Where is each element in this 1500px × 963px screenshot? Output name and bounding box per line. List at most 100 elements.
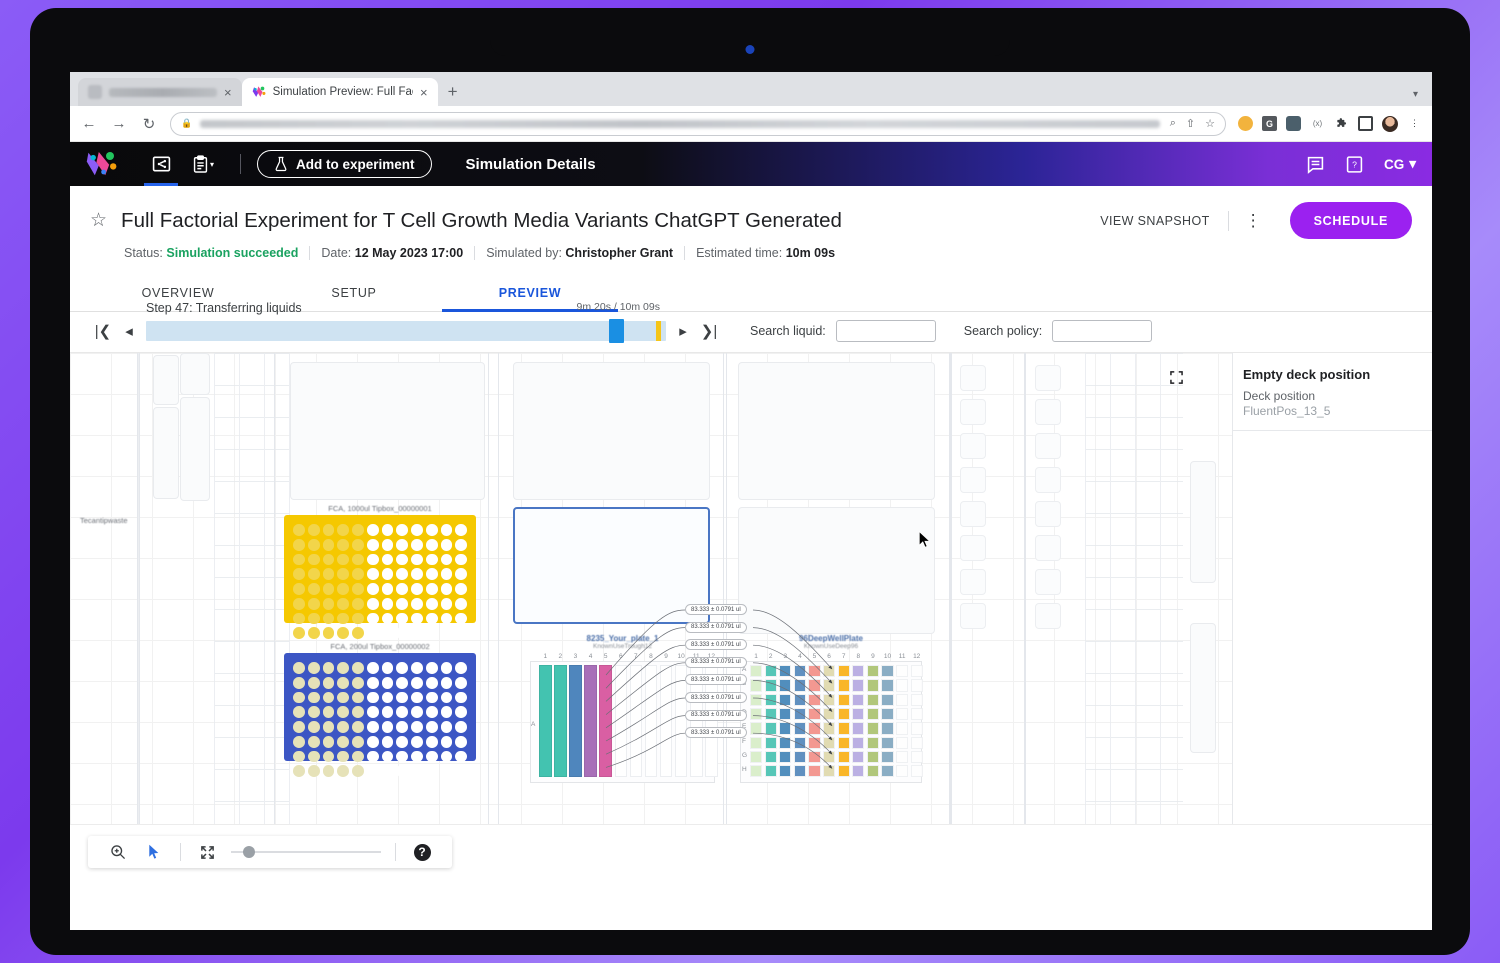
zoom-in-icon[interactable] bbox=[100, 836, 136, 868]
target-plate-well[interactable] bbox=[793, 665, 806, 678]
source-plate-trough-column[interactable] bbox=[659, 665, 673, 777]
browser-tab-2[interactable]: Simulation Preview: Full Factori × bbox=[241, 78, 438, 106]
target-plate-well[interactable] bbox=[764, 693, 777, 706]
deck-slot-tipbox-top[interactable] bbox=[290, 362, 485, 500]
target-plate-well[interactable] bbox=[823, 665, 836, 678]
target-plate-well[interactable] bbox=[852, 665, 865, 678]
transfer-volume-label[interactable]: 83.333 ± 0.0791 ul bbox=[685, 656, 747, 668]
source-plate-trough-column[interactable] bbox=[584, 665, 597, 777]
target-plate-well[interactable] bbox=[910, 665, 923, 678]
timeline-scrubber[interactable] bbox=[146, 319, 666, 343]
target-plate-well[interactable] bbox=[852, 679, 865, 692]
transfer-volume-label[interactable]: 83.333 ± 0.0791 ul bbox=[685, 604, 747, 615]
target-plate-well[interactable] bbox=[808, 736, 821, 749]
target-plate-well[interactable] bbox=[764, 665, 777, 678]
sidebar-icon[interactable] bbox=[1358, 116, 1373, 131]
target-plate-well[interactable] bbox=[881, 707, 894, 721]
browser-tab-1[interactable]: × bbox=[78, 78, 242, 106]
address-bar[interactable]: 🔒 ⌕ ⇧ ☆ bbox=[170, 111, 1226, 136]
tab-list-chevron-icon[interactable]: ▾ bbox=[1412, 89, 1418, 100]
deck-mini-slot[interactable] bbox=[1035, 501, 1061, 527]
target-plate-well[interactable] bbox=[896, 693, 909, 706]
zoom-slider-knob[interactable] bbox=[243, 846, 255, 858]
deck-mini-slot[interactable] bbox=[1035, 569, 1061, 595]
target-plate-well[interactable] bbox=[808, 750, 821, 764]
tab-overview[interactable]: OVERVIEW bbox=[141, 286, 215, 300]
deck-mini-slot[interactable] bbox=[1035, 433, 1061, 459]
deck-slot-left-c[interactable] bbox=[153, 407, 179, 499]
deck-mini-slot[interactable] bbox=[960, 501, 986, 527]
target-plate-well[interactable] bbox=[852, 693, 865, 706]
deck-mini-slot[interactable] bbox=[960, 467, 986, 493]
transfer-volume-label[interactable]: 83.333 ± 0.0791 ul bbox=[685, 621, 747, 633]
fit-screen-icon[interactable] bbox=[189, 836, 225, 868]
target-plate-well[interactable] bbox=[837, 693, 850, 706]
transfer-volume-label[interactable]: 83.333 ± 0.0791 ul bbox=[685, 674, 747, 686]
clipboard-nav-button[interactable]: ▾ bbox=[182, 142, 224, 186]
target-plate-well[interactable] bbox=[881, 693, 894, 706]
transfer-volume-label[interactable]: 83.333 ± 0.0791 ul bbox=[685, 692, 747, 703]
target-plate-well[interactable] bbox=[881, 736, 894, 749]
target-plate-well[interactable] bbox=[750, 707, 763, 721]
add-to-experiment-button[interactable]: Add to experiment bbox=[257, 150, 432, 178]
timeline-playhead[interactable] bbox=[608, 319, 624, 343]
teal-ext-icon[interactable] bbox=[1286, 116, 1301, 131]
tab-preview[interactable]: PREVIEW bbox=[442, 274, 618, 312]
target-plate-well[interactable] bbox=[852, 765, 865, 778]
deck-mini-slot[interactable] bbox=[1035, 603, 1061, 629]
deck-slot-left-d[interactable] bbox=[180, 397, 210, 501]
profile-avatar[interactable] bbox=[1382, 115, 1398, 132]
target-plate-well[interactable] bbox=[866, 665, 879, 678]
target-plate-well[interactable] bbox=[808, 665, 821, 678]
target-plate-well[interactable] bbox=[764, 736, 777, 749]
expand-corners-icon[interactable] bbox=[1170, 371, 1183, 384]
deck-mini-slot[interactable] bbox=[1035, 365, 1061, 391]
target-plate-well[interactable] bbox=[764, 722, 777, 735]
source-plate-trough-column[interactable] bbox=[569, 665, 582, 777]
deck-mini-slot[interactable] bbox=[960, 535, 986, 561]
target-plate-well[interactable] bbox=[896, 679, 909, 692]
target-plate-well[interactable] bbox=[779, 707, 792, 721]
puzzle-icon[interactable] bbox=[1334, 116, 1349, 131]
target-plate-well[interactable] bbox=[896, 765, 909, 778]
target-plate-well[interactable] bbox=[910, 693, 923, 706]
target-plate-well[interactable] bbox=[793, 693, 806, 706]
target-plate-well[interactable] bbox=[881, 679, 894, 692]
workflow-nav-button[interactable] bbox=[140, 142, 182, 186]
target-plate-well[interactable] bbox=[808, 679, 821, 692]
schedule-button[interactable]: SCHEDULE bbox=[1289, 202, 1412, 239]
notes-icon[interactable] bbox=[1306, 155, 1325, 174]
target-plate-well[interactable] bbox=[866, 679, 879, 692]
deck-canvas[interactable]: Tecantipwaste FCA, 1000ul Tipbox_0000000… bbox=[70, 353, 1432, 882]
favorite-star-icon[interactable]: ☆ bbox=[90, 210, 108, 231]
target-plate-well[interactable] bbox=[750, 765, 763, 778]
target-plate-well[interactable] bbox=[750, 665, 763, 678]
go-to-start-button[interactable]: |❮ bbox=[94, 323, 112, 340]
tipbox-200ul[interactable]: FCA, 200ul Tipbox_00000002 bbox=[284, 642, 476, 777]
source-plate-trough-column[interactable] bbox=[629, 665, 643, 777]
target-plate-well[interactable] bbox=[866, 750, 879, 764]
target-plate-well[interactable] bbox=[837, 722, 850, 735]
share-icon[interactable]: ⇧ bbox=[1185, 118, 1196, 130]
target-plate-well[interactable] bbox=[896, 750, 909, 764]
source-plate-trough-column[interactable] bbox=[644, 665, 658, 777]
source-plate-trough-column[interactable] bbox=[599, 665, 612, 777]
target-plate-well[interactable] bbox=[881, 765, 894, 778]
target-plate-well[interactable] bbox=[779, 736, 792, 749]
target-plate-well[interactable] bbox=[881, 722, 894, 735]
next-step-button[interactable]: ▸ bbox=[679, 323, 687, 340]
target-plate-well[interactable] bbox=[764, 750, 777, 764]
target-plate-well[interactable] bbox=[823, 679, 836, 692]
target-plate-well[interactable] bbox=[808, 693, 821, 706]
search-icon[interactable]: ⌕ bbox=[1169, 117, 1176, 129]
deck-mini-slot[interactable] bbox=[960, 433, 986, 459]
target-plate-well[interactable] bbox=[750, 722, 763, 735]
target-plate-well[interactable] bbox=[910, 679, 923, 692]
target-plate-well[interactable] bbox=[837, 765, 850, 778]
reload-icon[interactable]: ↻ bbox=[142, 115, 156, 133]
orange-ext-icon[interactable] bbox=[1238, 116, 1253, 131]
target-plate-well[interactable] bbox=[793, 707, 806, 721]
target-plate-well[interactable] bbox=[808, 722, 821, 735]
target-plate-well[interactable] bbox=[837, 679, 850, 692]
